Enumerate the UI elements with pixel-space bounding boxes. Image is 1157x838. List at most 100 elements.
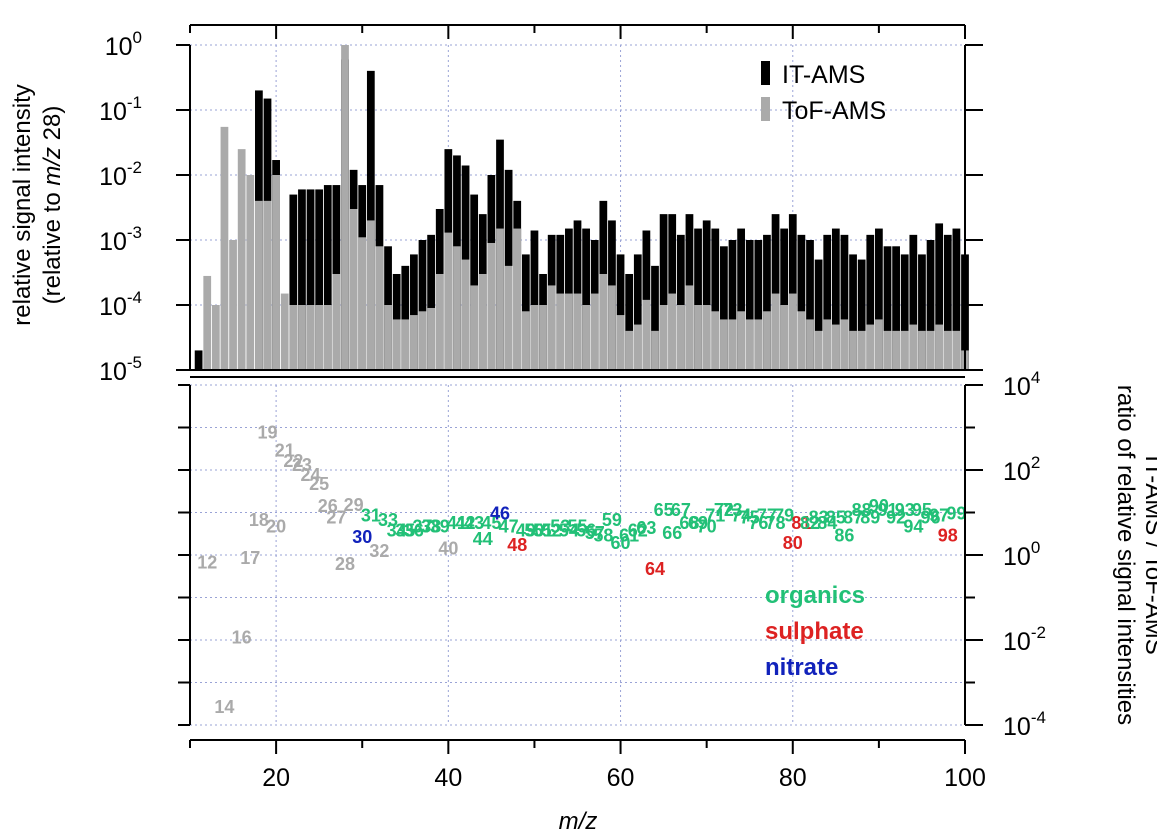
bar-tof-ams: [280, 293, 289, 370]
x-tick-label: 20: [262, 764, 290, 792]
bar-tof-ams: [461, 259, 470, 370]
bar-it-ams: [194, 350, 203, 370]
ratio-point-label: 45: [481, 513, 501, 533]
bar-tof-ams: [410, 315, 418, 370]
top-panel-bars: [194, 45, 969, 371]
ratio-point-label: 49: [516, 520, 536, 540]
top-y-tick-label: 100: [105, 28, 142, 61]
bar-tof-ams: [806, 319, 814, 370]
bar-tof-ams: [642, 299, 651, 370]
bar-it-ams: [702, 220, 711, 370]
bar-tof-ams: [633, 324, 642, 370]
bar-it-ams: [771, 214, 780, 370]
bar-tof-ams: [349, 208, 358, 370]
bar-it-ams: [470, 194, 479, 370]
ratio-point-label: 85: [826, 508, 846, 528]
bar-tof-ams: [496, 228, 504, 370]
ratio-point-label: 21: [275, 441, 295, 461]
ratio-point-label: 42: [456, 513, 476, 533]
ratio-point-label: 72: [714, 500, 734, 520]
tick-labels: 20 40 60 80 100 10-5 10-4 10-3 10-2 10-1 100 10-4 10…: [99, 28, 1046, 792]
bar-tof-ams: [547, 285, 556, 370]
bar-it-ams: [797, 234, 806, 370]
bar-it-ams: [427, 234, 435, 370]
bar-it-ams: [840, 234, 849, 370]
ratio-point-label: 99: [946, 504, 966, 524]
bar-it-ams: [694, 228, 702, 370]
top-y-tick-label: 10-2: [99, 158, 142, 191]
bar-it-ams: [952, 228, 961, 370]
ratio-point-label: 58: [593, 526, 613, 546]
bottom-y-axis-label-line1: ratio of relative signal intensities: [1112, 385, 1139, 725]
ratio-point-label: 74: [731, 505, 751, 525]
bar-it-ams: [289, 194, 298, 370]
ratio-point-label: 93: [895, 500, 915, 520]
bar-tof-ams: [823, 319, 832, 370]
bar-tof-ams: [289, 305, 298, 370]
bar-it-ams: [788, 214, 797, 370]
bar-it-ams: [720, 246, 728, 370]
bar-it-ams: [315, 189, 324, 370]
bar-it-ams: [616, 254, 625, 370]
ratio-point-label: 57: [585, 523, 605, 543]
bar-it-ams: [711, 228, 720, 370]
legend-label-it-ams: IT-AMS: [782, 61, 865, 89]
bar-tof-ams: [298, 305, 306, 370]
bar-tof-ams: [771, 293, 780, 370]
bar-it-ams: [306, 189, 315, 370]
ylabel-prefix: (relative to: [39, 186, 66, 305]
bar-it-ams: [875, 228, 883, 370]
bar-it-ams: [763, 234, 771, 370]
bar-tof-ams: [599, 273, 608, 370]
top-y-axis-label-line2: (relative to m/z 28): [39, 106, 66, 305]
bar-it-ams: [780, 228, 789, 370]
bar-tof-ams: [315, 305, 324, 370]
ratio-point-label: 43: [464, 513, 484, 533]
ratio-point-label: 53: [550, 516, 570, 536]
bar-it-ams: [676, 234, 685, 370]
bar-tof-ams: [745, 319, 754, 370]
bar-tof-ams: [306, 305, 315, 370]
ratio-point-label: 77: [757, 505, 777, 525]
ratio-point-label: 54: [559, 520, 579, 540]
ratio-point-label: 79: [774, 505, 794, 525]
ylabel-italic: m/z: [39, 147, 66, 186]
ratio-point-label: 20: [266, 516, 286, 536]
bar-tof-ams: [694, 305, 702, 370]
legend-label-organics: organics: [765, 582, 865, 609]
bar-it-ams: [883, 246, 892, 370]
ratio-point-label: 48: [507, 535, 527, 555]
ratio-point-label: 41: [447, 513, 467, 533]
bar-it-ams: [745, 240, 754, 370]
legend-label-sulphate: sulphate: [765, 618, 864, 645]
top-y-tick-label: 10-4: [99, 288, 142, 321]
bar-tof-ams: [866, 324, 875, 370]
bar-it-ams: [823, 234, 832, 370]
bar-it-ams: [728, 240, 737, 370]
ratio-point-label: 83: [809, 508, 829, 528]
bar-tof-ams: [616, 315, 625, 370]
bar-it-ams: [410, 254, 418, 370]
bar-tof-ams: [849, 330, 857, 370]
ratio-point-label: 23: [292, 455, 312, 475]
ratio-point-label: 46: [490, 504, 510, 524]
top-y-tick-label: 10-3: [99, 223, 142, 256]
bar-tof-ams: [237, 149, 246, 370]
ratio-point-label: 44: [473, 529, 493, 549]
bar-tof-ams: [668, 293, 677, 370]
bar-tof-ams: [504, 265, 513, 370]
bar-tof-ams: [384, 305, 392, 370]
ratio-point-label: 24: [301, 465, 321, 485]
top-y-axis-label: relative signal intensity (relative to m…: [9, 84, 66, 325]
ratio-point-label: 25: [309, 474, 329, 494]
ylabel-suffix: 28): [39, 106, 66, 147]
bar-it-ams: [668, 214, 677, 370]
bar-tof-ams: [883, 330, 892, 370]
bar-it-ams: [651, 265, 659, 370]
ratio-point-label: 64: [645, 559, 665, 579]
bar-it-ams: [625, 273, 634, 370]
bar-tof-ams: [909, 324, 918, 370]
ratio-point-label: 98: [938, 526, 958, 546]
ratio-point-label: 40: [438, 539, 458, 559]
bar-tof-ams: [401, 319, 410, 370]
